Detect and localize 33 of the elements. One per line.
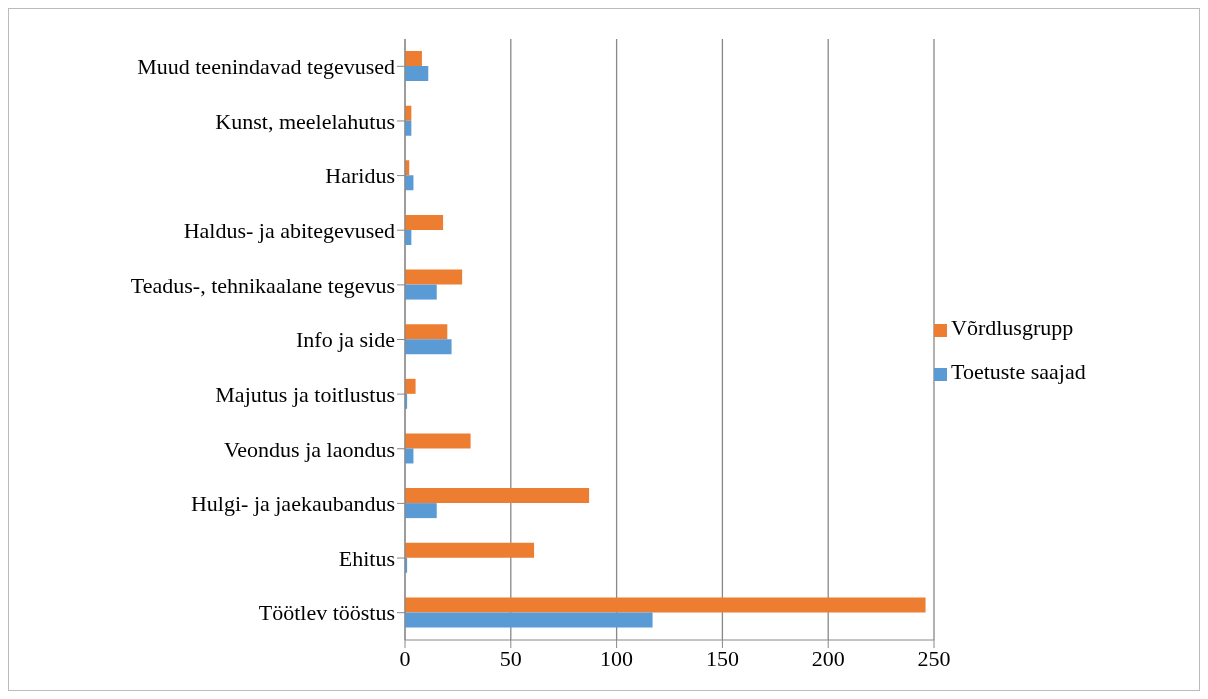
legend-label: Toetuste saajad <box>951 358 1086 384</box>
legend-label: Võrdlusgrupp <box>951 314 1074 340</box>
bar <box>405 542 535 558</box>
x-tick-label: 0 <box>399 645 411 671</box>
y-tick-label: Majutus ja toitlustus <box>215 381 395 407</box>
x-tick-label: 50 <box>499 645 522 671</box>
y-tick-label: Muud teenindavad tegevused <box>137 54 395 80</box>
x-tick-label: 150 <box>705 645 739 671</box>
y-tick-label: Teadus-, tehnikaalane tegevus <box>130 272 395 298</box>
x-tick-label: 250 <box>917 645 951 671</box>
y-tick-label: Töötlev tööstus <box>258 600 395 626</box>
x-tick-label: 100 <box>600 645 634 671</box>
y-tick-label: Kunst, meelelahutus <box>215 108 395 134</box>
bar <box>405 433 471 449</box>
y-tick-label: Haridus <box>325 163 395 189</box>
y-tick-label: Veondus ja laondus <box>223 436 395 462</box>
y-tick-label: Info ja side <box>296 327 395 353</box>
y-tick-label: Hulgi- ja jaekaubandus <box>190 491 395 517</box>
bar <box>405 339 452 355</box>
bar <box>405 612 653 628</box>
x-tick-label: 200 <box>811 645 845 671</box>
y-tick-label: Haldus- ja abitegevused <box>183 218 395 244</box>
bar <box>405 324 448 340</box>
bar <box>405 597 926 613</box>
bar <box>405 284 437 300</box>
bar <box>405 66 429 82</box>
bar <box>405 51 422 67</box>
bar <box>405 269 463 285</box>
bar <box>405 488 590 504</box>
bar <box>405 214 444 230</box>
y-tick-label: Ehitus <box>338 545 395 571</box>
bar <box>405 378 416 394</box>
bar <box>405 503 437 519</box>
